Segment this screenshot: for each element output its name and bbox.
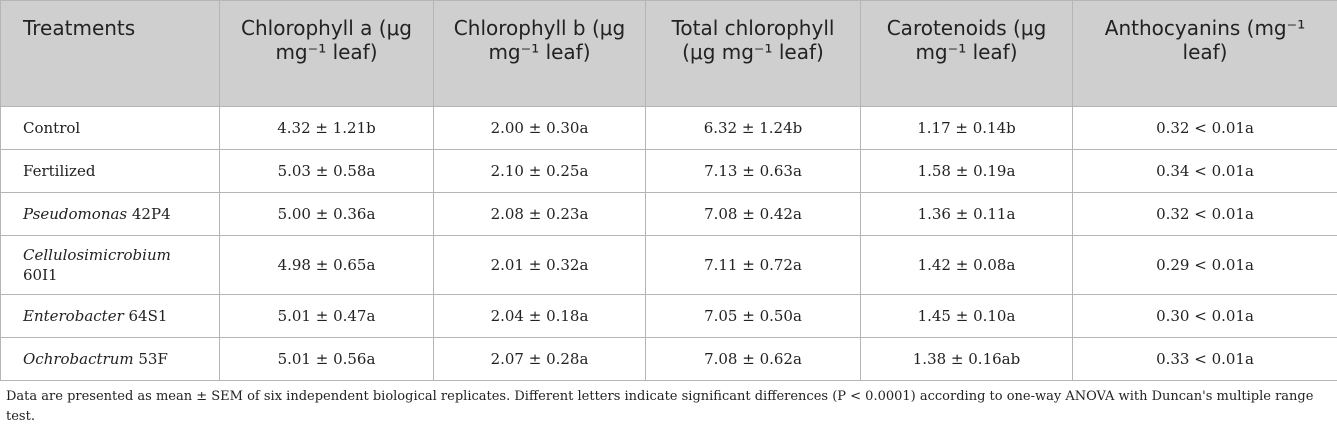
carotenoids-cell: 1.38 ± 0.16ab: [860, 337, 1073, 381]
chlorophyll-a-cell: 5.01 ± 0.56a: [219, 337, 434, 381]
header-row: Treatments Chlorophyll a (μg mg⁻¹ leaf) …: [0, 0, 1337, 107]
header-treatments: Treatments: [0, 0, 220, 107]
header-carotenoids: Carotenoids (μg mg⁻¹ leaf): [860, 0, 1073, 107]
table-row: Fertilized 5.03 ± 0.58a 2.10 ± 0.25a 7.1…: [0, 149, 1337, 193]
table-row: Control 4.32 ± 1.21b 2.00 ± 0.30a 6.32 ±…: [0, 106, 1337, 150]
chlorophyll-b-cell: 2.10 ± 0.25a: [433, 149, 646, 193]
carotenoids-cell: 1.36 ± 0.11a: [860, 192, 1073, 236]
anthocyanins-cell: 0.30 < 0.01a: [1072, 294, 1337, 338]
carotenoids-cell: 1.58 ± 0.19a: [860, 149, 1073, 193]
treatment-genus: Enterobacter: [23, 307, 124, 325]
header-chlorophyll-a: Chlorophyll a (μg mg⁻¹ leaf): [219, 0, 434, 107]
total-chlorophyll-cell: 7.08 ± 0.62a: [645, 337, 861, 381]
chlorophyll-a-cell: 5.03 ± 0.58a: [219, 149, 434, 193]
treatment-label: 42P4: [127, 205, 171, 223]
anthocyanins-cell: 0.34 < 0.01a: [1072, 149, 1337, 193]
chlorophyll-b-cell: 2.08 ± 0.23a: [433, 192, 646, 236]
table-row: Ochrobactrum 53F 5.01 ± 0.56a 2.07 ± 0.2…: [0, 337, 1337, 381]
anthocyanins-cell: 0.32 < 0.01a: [1072, 106, 1337, 150]
total-chlorophyll-cell: 7.13 ± 0.63a: [645, 149, 861, 193]
table-row: Pseudomonas 42P4 5.00 ± 0.36a 2.08 ± 0.2…: [0, 192, 1337, 236]
table-figure: Treatments Chlorophyll a (μg mg⁻¹ leaf) …: [0, 0, 1337, 424]
treatment-cell: Cellulosimicrobium 60I1: [0, 235, 220, 295]
chlorophyll-a-cell: 5.01 ± 0.47a: [219, 294, 434, 338]
table-footnote: Data are presented as mean ± SEM of six …: [6, 389, 1314, 424]
treatment-cell: Fertilized: [0, 149, 220, 193]
treatment-cell: Pseudomonas 42P4: [0, 192, 220, 236]
total-chlorophyll-cell: 7.05 ± 0.50a: [645, 294, 861, 338]
chlorophyll-a-cell: 4.32 ± 1.21b: [219, 106, 434, 150]
header-chlorophyll-b: Chlorophyll b (μg mg⁻¹ leaf): [433, 0, 646, 107]
treatment-cell: Ochrobactrum 53F: [0, 337, 220, 381]
chlorophyll-b-cell: 2.00 ± 0.30a: [433, 106, 646, 150]
treatment-label: Control: [23, 119, 81, 137]
anthocyanins-cell: 0.33 < 0.01a: [1072, 337, 1337, 381]
treatment-label: 53F: [133, 350, 168, 368]
chlorophyll-b-cell: 2.07 ± 0.28a: [433, 337, 646, 381]
header-total-chlorophyll: Total chlorophyll (μg mg⁻¹ leaf): [645, 0, 861, 107]
chlorophyll-b-cell: 2.01 ± 0.32a: [433, 235, 646, 295]
treatment-genus: Ochrobactrum: [23, 350, 134, 368]
chlorophyll-a-cell: 5.00 ± 0.36a: [219, 192, 434, 236]
anthocyanins-cell: 0.29 < 0.01a: [1072, 235, 1337, 295]
carotenoids-cell: 1.17 ± 0.14b: [860, 106, 1073, 150]
table-row: Cellulosimicrobium 60I1 4.98 ± 0.65a 2.01…: [0, 235, 1337, 295]
header-anthocyanins: Anthocyanins (mg⁻¹ leaf): [1072, 0, 1337, 107]
treatment-genus: Cellulosimicrobium: [23, 246, 171, 264]
chlorophyll-a-cell: 4.98 ± 0.65a: [219, 235, 434, 295]
table-row: Enterobacter 64S1 5.01 ± 0.47a 2.04 ± 0.…: [0, 294, 1337, 338]
total-chlorophyll-cell: 7.08 ± 0.42a: [645, 192, 861, 236]
total-chlorophyll-cell: 7.11 ± 0.72a: [645, 235, 861, 295]
treatment-label: Fertilized: [23, 162, 96, 180]
chlorophyll-b-cell: 2.04 ± 0.18a: [433, 294, 646, 338]
treatment-label: 64S1: [123, 307, 168, 325]
treatment-genus: Pseudomonas: [23, 205, 128, 223]
anthocyanins-cell: 0.32 < 0.01a: [1072, 192, 1337, 236]
pigment-table: Treatments Chlorophyll a (μg mg⁻¹ leaf) …: [0, 0, 1337, 381]
treatment-cell: Enterobacter 64S1: [0, 294, 220, 338]
carotenoids-cell: 1.45 ± 0.10a: [860, 294, 1073, 338]
total-chlorophyll-cell: 6.32 ± 1.24b: [645, 106, 861, 150]
treatment-label: 60I1: [23, 266, 58, 284]
carotenoids-cell: 1.42 ± 0.08a: [860, 235, 1073, 295]
treatment-cell: Control: [0, 106, 220, 150]
